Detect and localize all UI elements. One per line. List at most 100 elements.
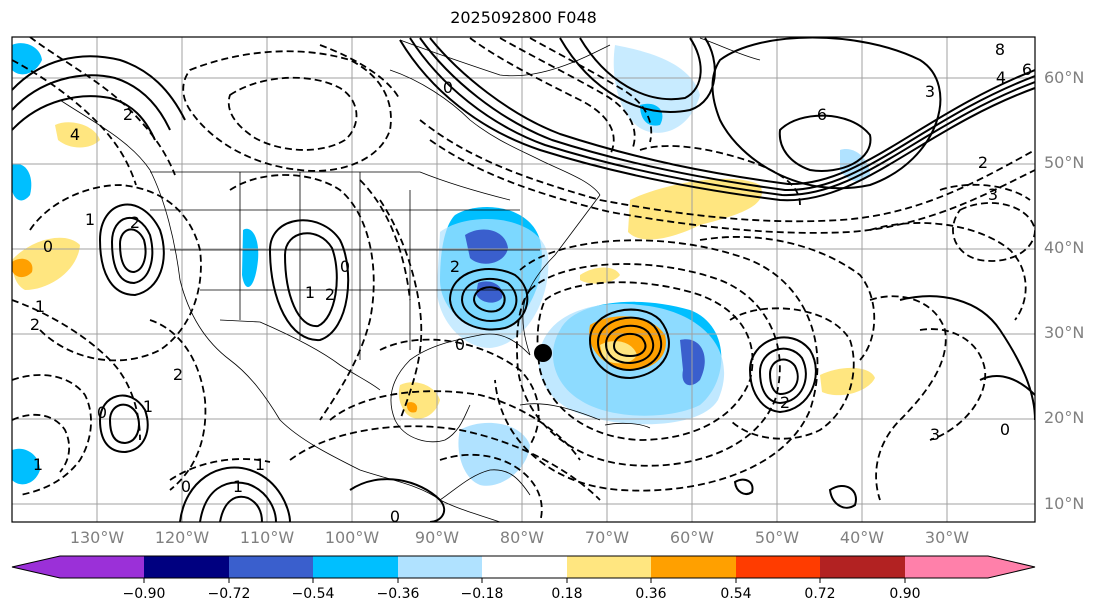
jet-contour-4 <box>429 37 1035 186</box>
dash-canada-2 <box>227 76 358 151</box>
e-pacific-high-2 <box>199 481 277 522</box>
e-pacific-high-3 <box>219 495 263 522</box>
jet-contour-3 <box>419 37 1035 192</box>
contour-label: 1 <box>85 210 95 229</box>
dash-hudson-3 <box>529 37 653 143</box>
east-atlantic-solid <box>899 295 1035 421</box>
dash-nw-atl-1 <box>639 145 801 206</box>
dash-east-4 <box>869 295 947 501</box>
dash-midatl-1 <box>729 307 855 440</box>
dash-atlantic-1 <box>536 281 754 441</box>
shade-blob-nw-corner <box>12 43 42 75</box>
lon-label-50w: 50°W <box>754 528 800 547</box>
lat-label-50n: 50°N <box>1044 153 1085 172</box>
lon-label-120w: 120°W <box>154 528 210 547</box>
sw-pacific-high <box>98 394 149 454</box>
border-us-canada <box>150 171 511 201</box>
contour-label: 0 <box>43 237 53 256</box>
contour-label: 3 <box>988 185 998 204</box>
dash-trough-2 <box>379 199 423 421</box>
dash-east-2 <box>869 222 1027 321</box>
se-us-low-2 <box>460 277 518 322</box>
colorbar-tick-label: −0.72 <box>207 586 251 602</box>
shade-blob-east-atlantic-warm <box>820 367 875 396</box>
contour-label: 4 <box>70 125 80 144</box>
dash-canada-1 <box>182 50 392 172</box>
contour-label-group: 8 6 4 6 4 2 0 2 3 3 0 1 2 0 2 1 2 0 1 2 … <box>30 40 1032 526</box>
dash-jet-north-1 <box>319 44 401 101</box>
pacific-high-1 <box>98 203 165 297</box>
dash-pacific-2 <box>12 299 141 441</box>
nw-contour-2 <box>12 74 171 131</box>
e-pacific-high <box>179 466 291 522</box>
contour-label: 2 <box>780 393 790 412</box>
lon-label-130w: 130°W <box>69 528 125 547</box>
caribbean-small <box>733 478 754 495</box>
storm-center-marker <box>534 344 552 362</box>
shade-blob-bermuda-warm <box>580 267 620 284</box>
shade-blob-gulf-warm <box>398 382 440 419</box>
colorbar-tick-label: −0.18 <box>460 586 504 602</box>
dash-central-am-1 <box>439 453 543 522</box>
dashed-contours <box>12 37 1035 522</box>
map-border <box>11 36 1036 523</box>
shade-blob-mexico-blue <box>12 448 40 485</box>
shade-blob-gulf-warm-core <box>406 402 418 413</box>
colorbar-tick-label: 0.72 <box>804 586 836 602</box>
coast-greenland <box>699 37 761 61</box>
shade-blob-south-core <box>476 281 503 303</box>
south-atlantic-small <box>828 485 857 509</box>
nw-contour-3 <box>12 95 156 141</box>
contour-label: 0 <box>455 335 465 354</box>
colorbar-tick-label: 0.54 <box>720 586 752 602</box>
contour-label: 0 <box>1000 420 1010 439</box>
coast-east-north-america <box>522 194 601 356</box>
colorbar-tick-label: −0.54 <box>291 586 335 602</box>
contour-label: 1 <box>143 397 153 416</box>
contour-label: 8 <box>995 40 1005 59</box>
contour-label: 3 <box>930 425 940 444</box>
contour-label: 2 <box>978 153 988 172</box>
dash-gulf-3 <box>289 425 601 501</box>
contour-label: 0 <box>390 507 400 526</box>
colorbar-tick-label: 0.90 <box>889 586 921 602</box>
shade-blob-caribbean <box>458 422 530 486</box>
contour-label: 6 <box>817 105 827 124</box>
lon-label-110w: 110°W <box>239 528 295 547</box>
dash-east-3 <box>939 183 1031 201</box>
dash-east-low-1 <box>952 202 1035 262</box>
dash-east-5 <box>919 328 986 441</box>
contour-label: 1 <box>33 455 43 474</box>
dash-sw-1 <box>169 458 271 481</box>
coast-central-america <box>439 469 531 501</box>
contour-label: 2 <box>130 213 140 232</box>
map-title: 2025092800 F048 <box>450 8 597 27</box>
rockies-high-1 <box>268 219 350 342</box>
dash-trough-3 <box>359 179 411 301</box>
mid-atlantic-high-3 <box>768 358 799 396</box>
labrador-high-inner <box>778 114 872 172</box>
lon-label-60w: 60°W <box>669 528 715 547</box>
contour-label: 4 <box>996 68 1006 87</box>
contour-label: 2 <box>450 257 460 276</box>
contour-label: 1 <box>233 477 243 496</box>
contour-label: 6 <box>1022 60 1032 79</box>
coast-hispaniola <box>604 422 651 429</box>
dash-trough-1 <box>229 174 375 421</box>
central-america-solid <box>349 478 446 522</box>
pacific-high-3 <box>118 228 147 274</box>
se-us-low-1 <box>448 267 529 331</box>
colorbar-tick-label: −0.90 <box>122 586 166 602</box>
lat-label-60n: 60°N <box>1044 68 1085 87</box>
coast-gulf-of-mexico <box>390 333 531 443</box>
coast-hudson-bay <box>389 69 601 196</box>
dash-hudson-2 <box>499 37 636 151</box>
colorbar-tick-label: 0.36 <box>635 586 667 602</box>
atlantic-low-3 <box>604 324 655 365</box>
contour-label: 2 <box>123 105 133 124</box>
labrador-high-outer <box>711 37 942 190</box>
lon-label-40w: 40°W <box>839 528 885 547</box>
shade-blob-rockies-blue <box>242 228 259 287</box>
lat-label-10n: 10°N <box>1044 494 1085 513</box>
